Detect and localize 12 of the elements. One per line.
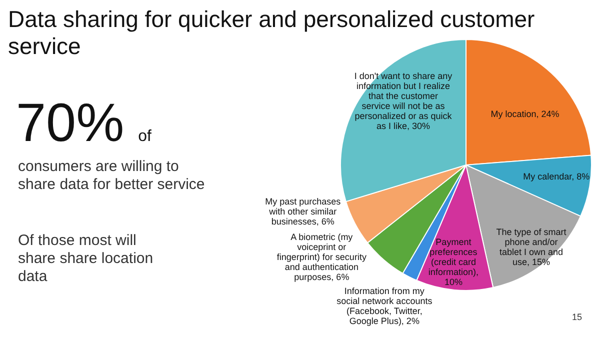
text: 70% [16,93,124,153]
text: 15 [572,312,582,322]
slice-label: My past purchases with other similar businesses, 6% [265,196,342,227]
text: of [138,128,152,145]
slice-label: A biometric (my voiceprint or fingerprint) for security and authentication purposes, 6% [276,232,367,282]
slice-label: My calendar, 8% [523,172,590,182]
slice-label: My location, 24% [490,108,560,119]
slice-label: Payment preferences (credit card information), 10% [428,236,478,287]
text: Of those most will share share location data [18,232,154,286]
slice-label: Information from my social network accounts (Facebook, Twitter, Google Plus), 2% [336,286,433,326]
text: consumers are willing to share data for better service [18,158,206,194]
chart-title: Data sharing for quicker and personalized customer service [8,6,536,60]
